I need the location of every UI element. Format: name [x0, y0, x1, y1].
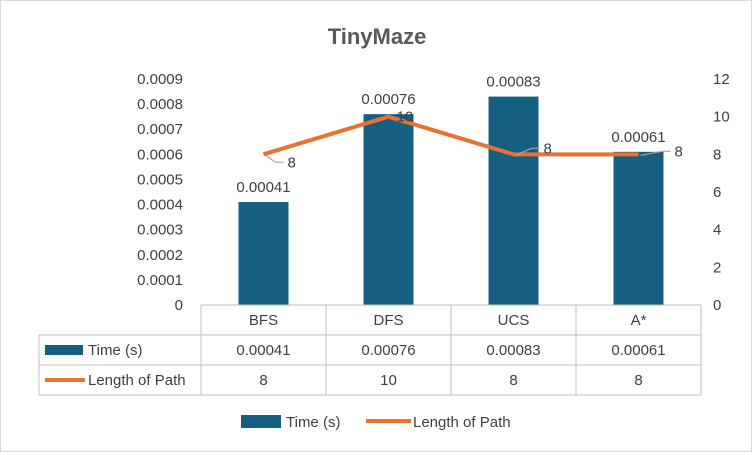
y-left-tick-label: 0.0007 [137, 121, 183, 138]
y-left-tick-label: 0.0008 [137, 96, 183, 113]
y-right-tick-label: 8 [713, 146, 721, 163]
y-left-tick-label: 0.0003 [137, 222, 183, 239]
y-right-tick-label: 0 [713, 297, 721, 314]
bar-series: 0.00041 0.00076 0.00083 0.00061 [236, 74, 666, 306]
leader-line [265, 154, 284, 163]
legend-label-length: Length of Path [413, 414, 511, 431]
series-line-length-of-path [262, 114, 639, 157]
legend: Time (s) Length of Path [241, 414, 511, 431]
line-data-label: 8 [544, 140, 552, 157]
y-left-tick-label: 0.0002 [137, 247, 183, 264]
table-series-name: Time (s) [88, 342, 142, 359]
line-data-label: 10 [397, 109, 414, 126]
category-label: BFS [249, 312, 278, 329]
data-table: BFS DFS UCS A* Time (s) 0.00041 0.00076 0.00083… [38, 304, 702, 396]
y-left-tick-label: 0.0005 [137, 171, 183, 188]
table-key-bar [45, 345, 83, 355]
legend-label-time: Time (s) [286, 414, 340, 431]
table-cell: 0.00083 [486, 342, 540, 359]
y-right-tick-label: 2 [713, 259, 721, 276]
bar [363, 114, 414, 306]
legend-key-bar [241, 415, 281, 428]
table-cell: 10 [380, 372, 397, 389]
category-label: UCS [498, 312, 530, 329]
y-right-tick-label: 12 [713, 71, 730, 88]
line-data-label: 8 [288, 154, 296, 171]
y-left-tick-label: 0.0001 [137, 272, 183, 289]
category-label: DFS [374, 312, 404, 329]
y-left-tick-label: 0 [175, 297, 183, 314]
line-data-label: 8 [675, 143, 683, 160]
y-left-tick-label: 0.0004 [137, 197, 183, 214]
axes: 0 0.0001 0.0002 0.0003 0.0004 0.0005 0.0006 0.0… [137, 71, 730, 314]
leader-line [640, 150, 671, 156]
y-right-tick-label: 6 [713, 184, 721, 201]
bar [613, 151, 664, 305]
table-series-name: Length of Path [88, 372, 186, 389]
table-cell: 0.00076 [361, 342, 415, 359]
bar [238, 202, 289, 305]
bar-data-label: 0.00076 [361, 91, 415, 108]
y-left-tick-label: 0.0006 [137, 146, 183, 163]
table-cell: 0.00061 [611, 342, 665, 359]
chart-title: TinyMaze [328, 24, 427, 49]
table-cell: 8 [259, 372, 267, 389]
bar-data-label: 0.00083 [486, 74, 540, 91]
bar-data-label: 0.00041 [236, 179, 290, 196]
y-left-tick-label: 0.0009 [137, 71, 183, 88]
y-right-tick-label: 10 [713, 109, 730, 126]
leader-line [515, 147, 540, 156]
line-series: 8 10 8 8 [262, 109, 683, 171]
table-cell: 8 [509, 372, 517, 389]
bar [488, 96, 539, 305]
category-label: A* [631, 312, 647, 329]
y-right-tick-label: 4 [713, 222, 721, 239]
table-cell: 0.00041 [236, 342, 290, 359]
bar-data-label: 0.00061 [611, 129, 665, 146]
table-cell: 8 [634, 372, 642, 389]
